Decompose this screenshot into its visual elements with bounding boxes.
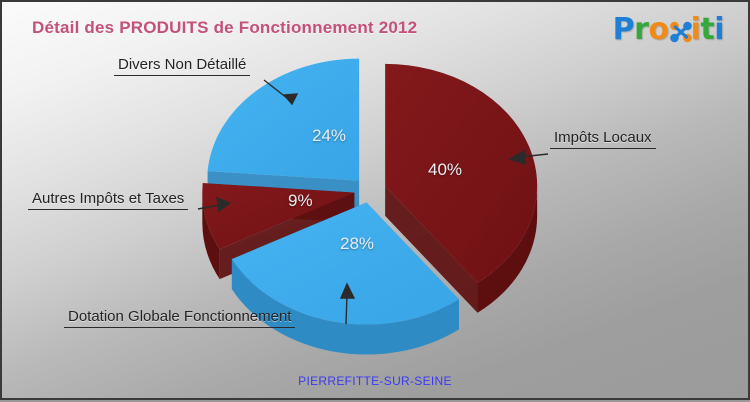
pie-slice-dotation-globale-fonctionnement[interactable] <box>231 202 459 355</box>
callout-divers-rule <box>114 75 251 76</box>
logo-letter-i1: i <box>690 12 701 47</box>
callout-dotation[interactable]: Dotation Globale Fonctionnement <box>64 308 296 328</box>
logo-letter-t: t <box>700 12 715 47</box>
logo-letter-p: P <box>612 12 635 47</box>
logo-letter-o: o <box>648 12 669 47</box>
callout-divers-label: Divers Non Détaillé <box>118 56 247 73</box>
callout-divers[interactable]: Divers Non Détaillé <box>114 56 251 76</box>
page-title: Détail des PRODUITS de Fonctionnement 20… <box>32 18 418 37</box>
callout-impots-locaux-rule <box>550 148 656 149</box>
commune-name: PIERREFITTE-SUR-SEINE <box>298 374 452 388</box>
logo-x-icon <box>669 17 692 43</box>
callout-impots-locaux-label: Impôts Locaux <box>554 129 652 146</box>
pie-chart: 24% 40% 9% 28% <box>112 48 632 358</box>
callout-dotation-label: Dotation Globale Fonctionnement <box>68 308 292 325</box>
proxiti-logo[interactable]: Pro iti <box>612 12 725 47</box>
logo-letter-i2: i <box>714 12 724 47</box>
callout-autres-impots[interactable]: Autres Impôts et Taxes <box>28 190 189 210</box>
callout-impots-locaux[interactable]: Impôts Locaux <box>550 129 656 149</box>
callout-autres-impots-rule <box>28 209 189 210</box>
pie-slice-imp-ts-locaux[interactable] <box>385 63 538 313</box>
callout-autres-impots-label: Autres Impôts et Taxes <box>32 190 185 207</box>
callout-dotation-rule <box>64 327 296 328</box>
logo-letter-r: r <box>634 12 649 47</box>
